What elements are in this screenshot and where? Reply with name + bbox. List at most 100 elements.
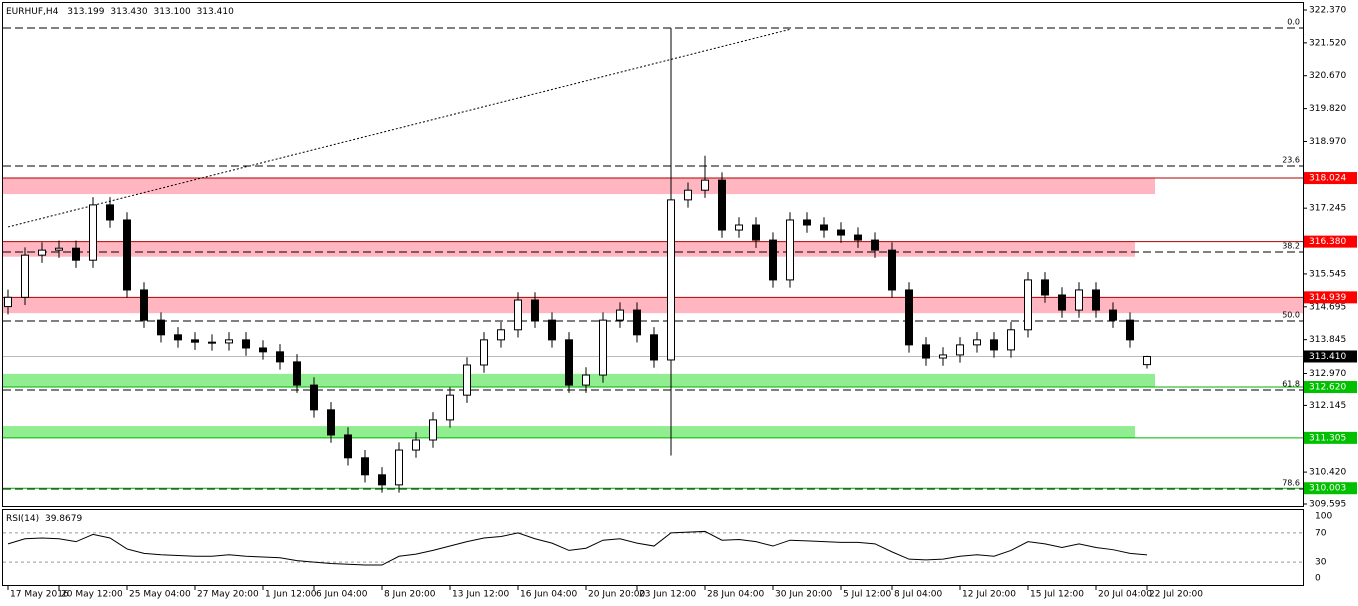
x-tick-label: 8 Jun 20:00 [384,590,436,600]
y-tick-label: 317.245 [1309,204,1346,214]
ohlc-label: 313.410 [197,7,234,17]
candle-body [514,299,522,331]
candle-body [854,234,862,241]
candle-body [480,339,488,366]
candle-body [55,247,63,251]
candle-body [633,309,641,336]
candle-body [191,339,199,343]
candle-body [208,341,216,344]
candle-body [276,351,284,363]
rsi-frame [2,509,1304,586]
x-tick-label: 17 May 2016 [10,590,69,600]
rsi-header: RSI(14) 39.8679 [6,514,82,524]
candle-body [650,334,658,361]
candle-body [565,339,573,386]
x-tick-label: 16 Jun 04:00 [520,590,577,600]
price-box [1304,350,1357,363]
price-box [1304,482,1357,495]
x-tick-label: 28 Jun 04:00 [707,590,764,600]
zone [3,178,1155,195]
candle-body [89,204,97,261]
candle-body [752,224,760,241]
candle-body [922,344,930,359]
candle-body [242,339,250,349]
candle-body [956,344,964,356]
candle-body [38,249,46,256]
candle-body [786,219,794,281]
fib-label: 38.2 [1282,241,1300,250]
x-tick-label: 5 Jul 12:00 [843,590,892,600]
candle-body [888,249,896,291]
candle-body [1058,294,1066,311]
header: EURHUF,H4 313.199 313.430 313.100 313.41… [6,7,234,17]
x-tick-label: 23 Jun 12:00 [639,590,696,600]
x-tick-label: 15 Jul 12:00 [1030,590,1084,600]
candle-body [1024,279,1032,331]
y-tick-label: 320.670 [1309,71,1346,81]
candle-body [973,339,981,346]
candle-body [412,439,420,451]
candle-body [446,394,454,421]
candle-body [1109,309,1117,321]
candle-body [820,224,828,231]
fib-label: 50.0 [1282,310,1300,319]
candle-body [1126,319,1134,341]
x-tick-label: 27 May 20:00 [197,590,259,600]
x-tick-label: 20 Jun 20:00 [588,590,645,600]
candle-body [157,319,165,336]
candle-body [259,347,267,353]
fib-label: 61.8 [1282,380,1300,389]
price-box-label: 312.620 [1309,383,1346,393]
zone [3,241,1135,257]
candle-body [769,239,777,281]
x-tick-label: 1 Jun 12:00 [265,590,317,600]
ohlc-label: 313.430 [110,7,147,17]
candle-body [123,219,131,291]
y-tick-label: 310.420 [1309,468,1346,478]
candle-body [667,199,675,361]
price-box-label: 311.305 [1309,433,1346,443]
candle-body [310,384,318,411]
candle-body [582,374,590,386]
y-tick-label: 318.970 [1309,137,1346,147]
fib-label: 78.6 [1282,478,1300,487]
x-tick-label: 13 Jun 12:00 [452,590,509,600]
zone [3,426,1135,438]
candle-body [684,189,692,201]
ohlc-label: 313.199 [67,7,104,17]
candle-body [718,179,726,231]
x-tick-label: 12 Jul 20:00 [962,590,1016,600]
candle-body [174,334,182,341]
candle-body [803,219,811,226]
candle-body [939,354,947,359]
candle-body [735,224,743,231]
candle-body [4,296,12,308]
candle-body [21,254,29,298]
y-tick-label: 315.545 [1309,269,1346,279]
x-tick-label: 20 May 12:00 [61,590,123,600]
candle-body [497,329,505,341]
price-box [1304,381,1357,394]
y-tick-label: 309.595 [1309,500,1346,510]
candle-body [327,409,335,436]
candle-body [225,339,233,344]
candle-body [1143,355,1151,366]
candle-body [1092,289,1100,311]
candle-body [361,457,369,476]
price-box [1304,431,1357,444]
candle-body [531,299,539,321]
y-tick-label: 313.845 [1309,335,1346,345]
price-box-label: 314.939 [1309,293,1346,303]
candle-body [990,339,998,351]
x-tick-label: 6 Jun 04:00 [316,590,368,600]
rsi-tick-label: 100 [1315,512,1332,522]
fib-label: 23.6 [1282,155,1300,164]
candle-body [837,229,845,236]
price-box [1304,235,1357,248]
price-box-label: 318.024 [1309,174,1346,184]
rsi-tick-label: 30 [1315,558,1327,568]
fib-label: 0.0 [1287,17,1300,26]
candle-body [344,434,352,459]
